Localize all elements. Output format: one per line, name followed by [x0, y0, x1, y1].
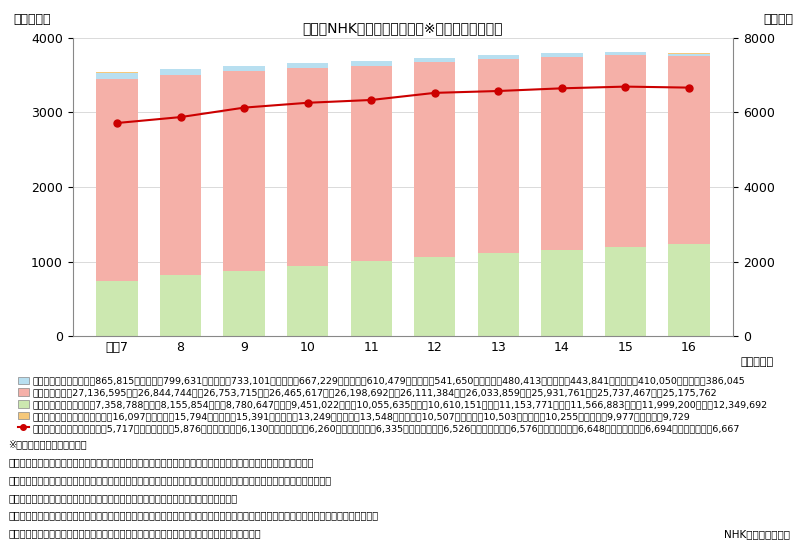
Bar [351, 261, 392, 336]
Text: （年度末）: （年度末） [740, 357, 773, 367]
Text: ※　各契約の内容は次の通り: ※ 各契約の内容は次の通り [8, 439, 87, 449]
Bar [160, 75, 202, 275]
Bar [160, 69, 202, 75]
Bar [541, 250, 583, 336]
Text: NHK資料により作成: NHK資料により作成 [724, 530, 790, 539]
Bar [97, 73, 138, 79]
Text: カラー契約：衛星によるテレビジョン放送の受信を除き、地上波によるテレビジョン放送のカラー受信を含む放送受信契約: カラー契約：衛星によるテレビジョン放送の受信を除き、地上波によるテレビジョン放送… [8, 475, 331, 485]
Bar [668, 56, 709, 244]
Text: 特別契約：地上波によるテレビジョン放送の自然の地形による難視聴地域又は列車、電車その他営業用の移動体において、地上波によるテレ: 特別契約：地上波によるテレビジョン放送の自然の地形による難視聴地域又は列車、電車… [8, 511, 378, 520]
Bar [604, 51, 646, 55]
Bar [414, 59, 455, 62]
Bar [414, 62, 455, 257]
Bar [604, 247, 646, 336]
Bar [604, 55, 646, 247]
Bar [351, 66, 392, 261]
Text: 普通契約：衛星によるテレビジョン放送の受信及び地上波によるテレビジョン放送のカラー受信を除く放送受信契約: 普通契約：衛星によるテレビジョン放送の受信及び地上波によるテレビジョン放送のカラ… [8, 457, 314, 467]
Bar [287, 68, 328, 266]
Bar [414, 257, 455, 336]
Legend: 普通契約・・・・・・・865,815・・・・・799,631・・・・・733,101・・・・・667,229・・・・・610,479・・・・・541,650・・: 普通契約・・・・・・・865,815・・・・・799,631・・・・・733,1… [18, 377, 768, 433]
Bar [478, 253, 519, 336]
Bar [223, 71, 265, 270]
Bar [287, 63, 328, 68]
Bar [97, 281, 138, 336]
Text: 衛星契約：衛星及び地上波によるテレビジョン放送（カラー又は普通）の放送受信契約: 衛星契約：衛星及び地上波によるテレビジョン放送（カラー又は普通）の放送受信契約 [8, 493, 237, 502]
Text: 図表　NHKの放送受信契約数※・事業収入の推移: 図表 NHKの放送受信契約数※・事業収入の推移 [303, 22, 503, 36]
Bar [160, 275, 202, 336]
Bar [223, 66, 265, 71]
Bar [478, 55, 519, 59]
Bar [478, 59, 519, 253]
Bar [541, 56, 583, 250]
Text: （万契約）: （万契約） [13, 13, 51, 26]
Bar [668, 54, 709, 56]
Text: ビジョン放送の受信を除き、衛星によるテレビジョン放送の受信を含む放送受信契約: ビジョン放送の受信を除き、衛星によるテレビジョン放送の受信を含む放送受信契約 [8, 528, 260, 538]
Bar [351, 61, 392, 66]
Bar [223, 270, 265, 336]
Text: （億円）: （億円） [763, 13, 793, 26]
Bar [287, 266, 328, 336]
Bar [541, 53, 583, 56]
Bar [97, 79, 138, 281]
Bar [668, 244, 709, 336]
